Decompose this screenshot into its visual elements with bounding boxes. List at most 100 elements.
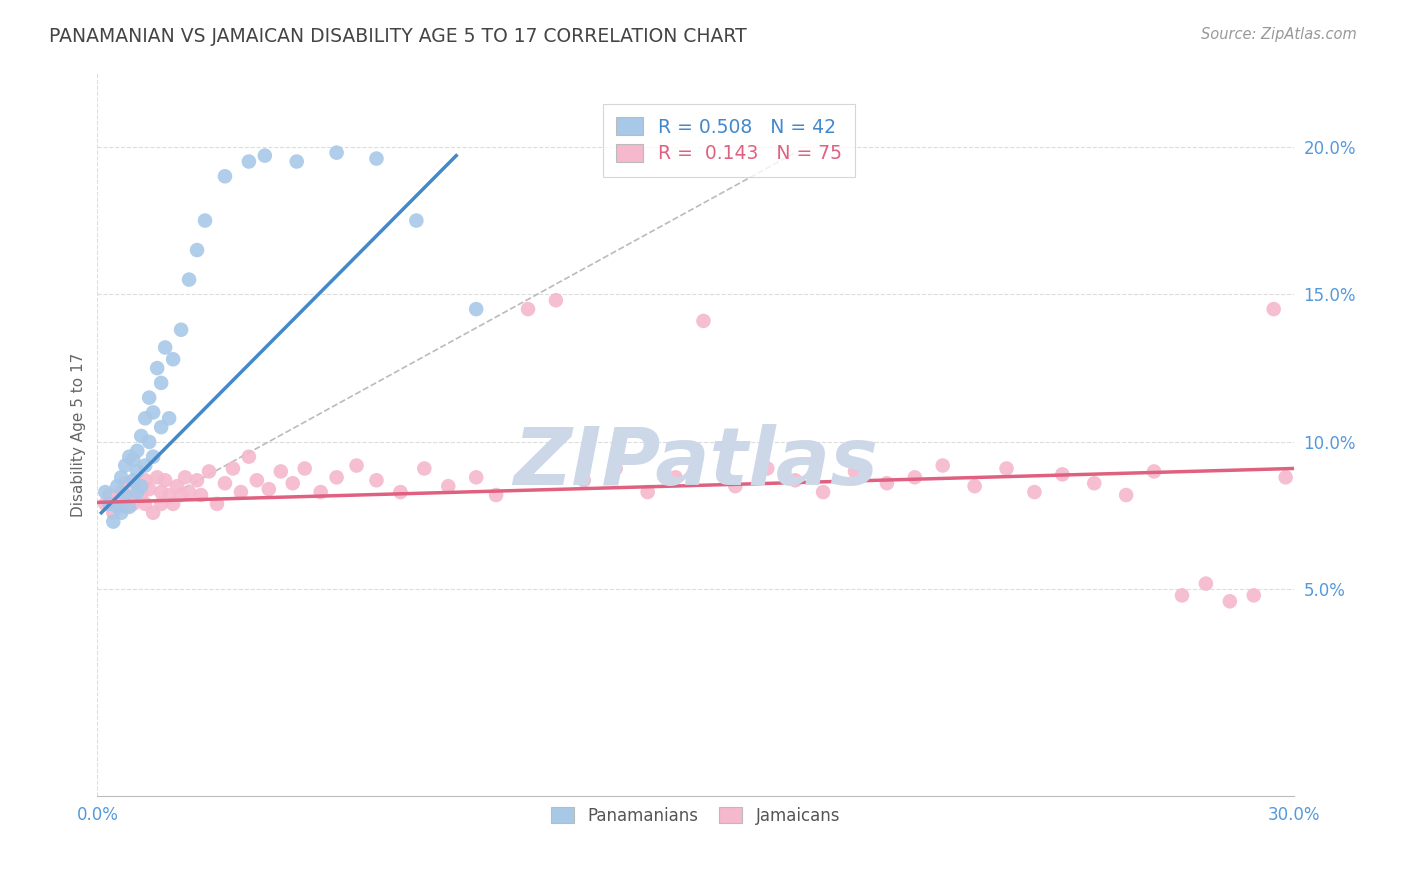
Point (118, 491, 141, 505)
Point (198, 465, 221, 479)
Point (150, 485, 173, 500)
Point (146, 470, 169, 484)
Point (270, 465, 292, 479)
Point (294, 461, 316, 475)
Point (138, 391, 160, 405)
Point (94, 497, 117, 511)
Point (98, 497, 121, 511)
Point (127, 465, 149, 479)
Point (785, 473, 807, 487)
Point (170, 488, 193, 502)
Text: PANAMANIAN VS JAMAICAN DISABILITY AGE 5 TO 17 CORRELATION CHART: PANAMANIAN VS JAMAICAN DISABILITY AGE 5 … (49, 27, 747, 45)
Point (162, 352, 184, 367)
Point (664, 470, 686, 484)
Point (995, 461, 1018, 475)
Point (325, 145, 347, 160)
Point (692, 314, 714, 328)
Point (114, 458, 136, 473)
Point (222, 461, 245, 475)
Point (281, 476, 304, 491)
Point (170, 323, 193, 337)
Point (166, 479, 188, 493)
Point (177, 272, 200, 286)
Point (517, 302, 540, 317)
Point (146, 361, 169, 376)
Point (325, 470, 347, 484)
Point (122, 497, 145, 511)
Point (1243, 588, 1265, 602)
Text: ZIPatlas: ZIPatlas (513, 425, 877, 502)
Point (103, 506, 125, 520)
Point (1083, 476, 1105, 491)
Point (110, 485, 132, 500)
Point (162, 497, 184, 511)
Point (153, 473, 176, 487)
Point (114, 476, 136, 491)
Point (876, 476, 898, 491)
Point (134, 411, 156, 425)
Point (257, 482, 280, 496)
Point (724, 479, 747, 493)
Point (346, 458, 368, 473)
Point (142, 405, 165, 419)
Point (389, 485, 412, 500)
Point (413, 461, 436, 475)
Point (150, 376, 173, 390)
Point (405, 213, 427, 227)
Legend: Panamanians, Jamaicans: Panamanians, Jamaicans (541, 797, 849, 835)
Point (127, 443, 149, 458)
Point (129, 429, 152, 443)
Point (1219, 594, 1241, 608)
Point (177, 485, 200, 500)
Point (118, 450, 141, 464)
Point (811, 485, 834, 500)
Point (98, 488, 121, 502)
Point (605, 461, 627, 475)
Point (465, 470, 488, 484)
Point (963, 479, 986, 493)
Point (142, 506, 165, 520)
Point (153, 341, 176, 355)
Point (904, 470, 927, 484)
Point (129, 479, 152, 493)
Point (150, 497, 173, 511)
Point (309, 485, 332, 500)
Point (214, 476, 236, 491)
Point (366, 152, 388, 166)
Point (190, 488, 212, 502)
Point (844, 465, 866, 479)
Point (246, 473, 269, 487)
Point (1115, 488, 1137, 502)
Point (174, 470, 197, 484)
Point (437, 479, 460, 493)
Point (157, 411, 180, 425)
Point (756, 461, 779, 475)
Point (238, 154, 260, 169)
Point (253, 148, 276, 162)
Point (186, 473, 208, 487)
Point (1171, 588, 1194, 602)
Point (110, 470, 132, 484)
Point (103, 515, 125, 529)
Point (366, 473, 388, 487)
Point (150, 420, 173, 434)
Point (194, 213, 217, 227)
Point (122, 452, 145, 467)
Point (127, 485, 149, 500)
Point (129, 488, 152, 502)
Point (134, 497, 156, 511)
Point (186, 243, 208, 257)
Point (1274, 470, 1296, 484)
Point (1263, 302, 1285, 317)
Point (105, 479, 128, 493)
Point (138, 482, 160, 496)
Point (134, 473, 156, 487)
Point (214, 169, 236, 184)
Point (114, 500, 136, 514)
Point (1052, 467, 1074, 482)
Point (122, 473, 145, 487)
Text: Source: ZipAtlas.com: Source: ZipAtlas.com (1201, 27, 1357, 42)
Point (138, 434, 160, 449)
Point (572, 473, 595, 487)
Point (1143, 465, 1166, 479)
